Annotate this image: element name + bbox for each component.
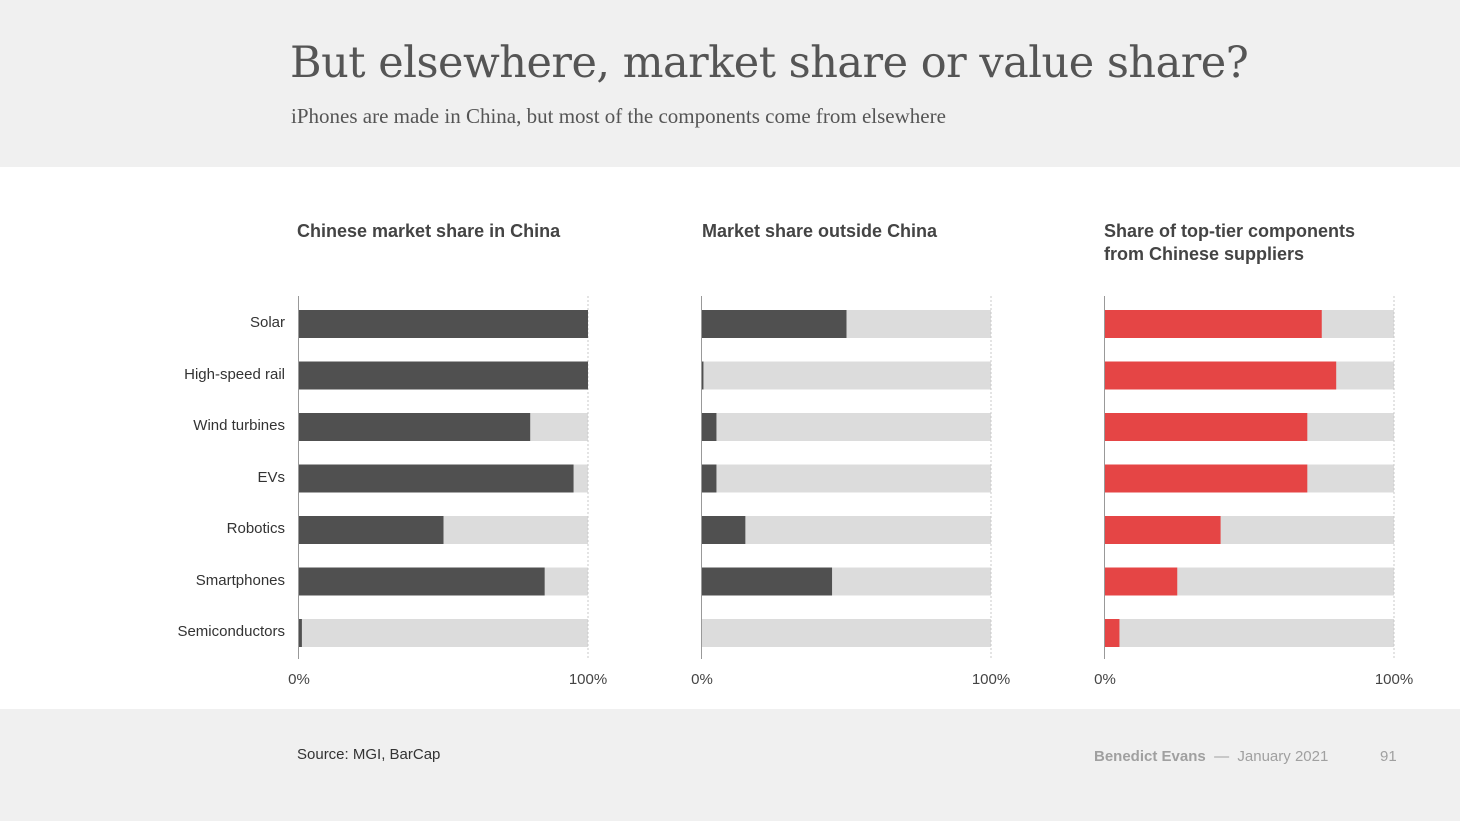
category-label-solar: Solar <box>249 314 285 331</box>
category-label-robotics: Robotics <box>226 520 285 537</box>
category-label-high-speed-rail: High-speed rail <box>184 366 285 383</box>
panel-title-china-market: Chinese market share in China <box>297 221 561 241</box>
chart-market-share-outside-china: 0% 100% <box>691 296 1010 688</box>
bar-track-high-speed-rail <box>702 361 991 390</box>
bar-solar <box>702 310 847 338</box>
page-number: 91 <box>1380 748 1397 765</box>
bar-smartphones <box>702 567 833 596</box>
tick-label-100: 100% <box>972 671 1010 688</box>
category-label-evs: EVs <box>257 469 285 486</box>
bar-track-robotics <box>702 516 991 544</box>
header <box>0 0 1460 167</box>
bar-track-semiconductors <box>299 619 588 647</box>
source-note: Source: MGI, BarCap <box>297 746 441 763</box>
bar-smartphones <box>1105 567 1178 596</box>
bar-solar <box>1105 310 1322 338</box>
bar-high-speed-rail <box>1105 361 1337 390</box>
bar-robotics <box>299 516 444 544</box>
author-separator: — <box>1214 748 1230 765</box>
bar-smartphones <box>299 567 545 596</box>
footer <box>0 709 1460 821</box>
bar-robotics <box>1105 516 1221 544</box>
bar-solar <box>299 310 588 338</box>
author-line: Benedict Evans — January 2021 <box>1094 748 1328 765</box>
tick-label-0: 0% <box>288 671 310 688</box>
date-label: January 2021 <box>1237 748 1329 765</box>
bar-evs <box>299 464 574 493</box>
chart-china-market-share: 0% 100% <box>288 296 607 688</box>
tick-label-0: 0% <box>691 671 713 688</box>
page-subtitle: iPhones are made in China, but most of t… <box>291 104 946 128</box>
bar-wind-turbines <box>299 413 531 441</box>
bar-semiconductors <box>299 619 302 647</box>
bar-track-wind-turbines <box>702 413 991 441</box>
category-label-wind-turbines: Wind turbines <box>193 417 285 434</box>
category-label-semiconductors: Semiconductors <box>177 623 285 640</box>
chart-component-share: 0% 100% <box>1094 296 1413 688</box>
bar-robotics <box>702 516 746 544</box>
tick-label-0: 0% <box>1094 671 1116 688</box>
category-label-smartphones: Smartphones <box>195 572 285 589</box>
bar-evs <box>1105 464 1308 493</box>
page-title: But elsewhere, market share or value sha… <box>290 38 1249 88</box>
bar-track-semiconductors <box>702 619 991 647</box>
author-name: Benedict Evans <box>1094 748 1206 765</box>
tick-label-100: 100% <box>569 671 607 688</box>
panel-title-outside-china: Market share outside China <box>702 221 938 241</box>
bar-wind-turbines <box>1105 413 1308 441</box>
bar-semiconductors <box>1105 619 1120 647</box>
tick-label-100: 100% <box>1375 671 1413 688</box>
bar-track-evs <box>702 464 991 493</box>
bar-high-speed-rail <box>702 361 704 390</box>
bar-high-speed-rail <box>299 361 588 390</box>
panel-title-components: Share of top-tier components from Chines… <box>1104 221 1356 264</box>
bar-track-semiconductors <box>1105 619 1394 647</box>
bar-wind-turbines <box>702 413 717 441</box>
bar-evs <box>702 464 717 493</box>
